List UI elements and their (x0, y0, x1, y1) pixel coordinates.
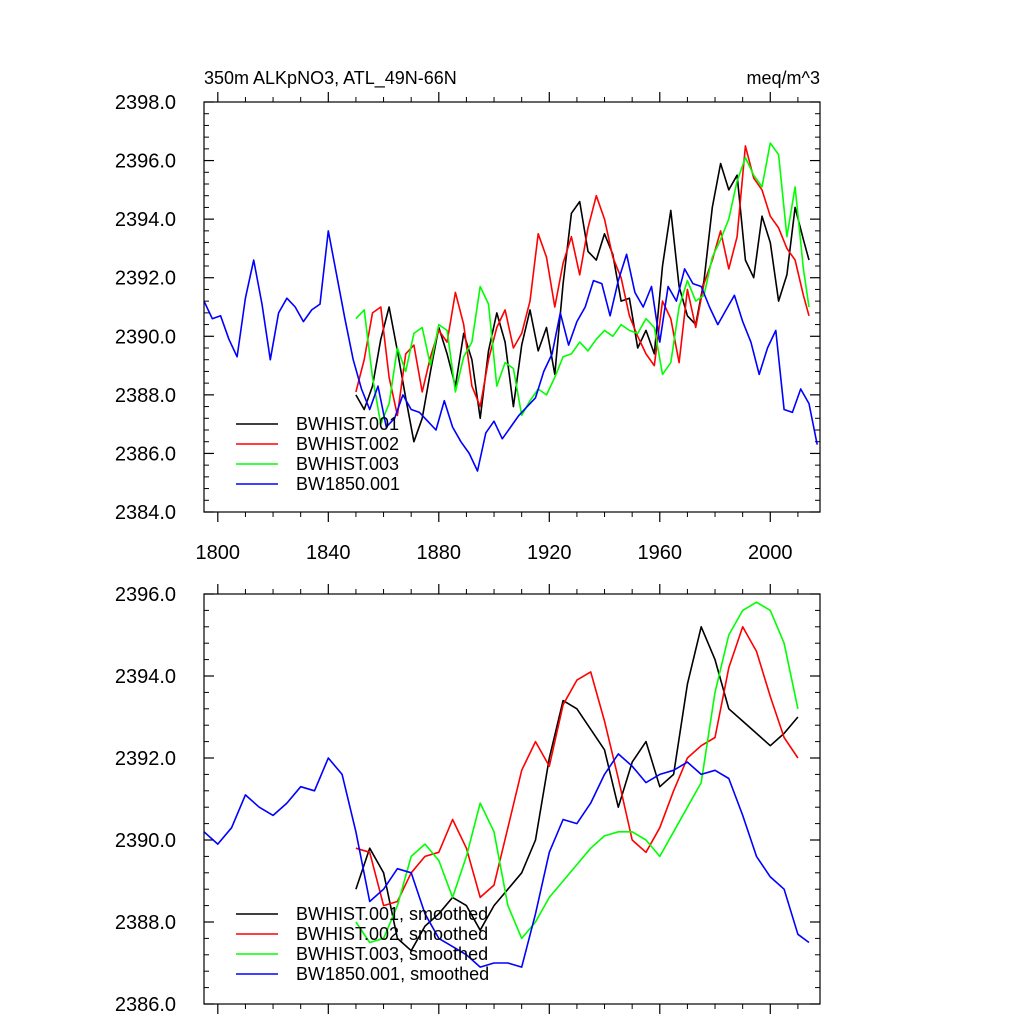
bottom-axes: 2386.0 2388.0 2390.0 2392.0 2394.0 2396.0 (115, 584, 820, 1016)
legend-label: BW1850.001, smoothed (296, 964, 489, 984)
x-tick-label: 1840 (306, 542, 351, 564)
units-label: meq/m^3 (747, 68, 820, 88)
y-tick-label: 2398.0 (115, 92, 176, 114)
legend-label: BWHIST.003 (296, 454, 399, 474)
legend-label: BWHIST.002, smoothed (296, 924, 488, 944)
y-tick-label: 2390.0 (115, 830, 176, 852)
legend-label: BWHIST.001 (296, 414, 399, 434)
x-tick-label: 1880 (417, 542, 462, 564)
y-tick-label: 2394.0 (115, 209, 176, 231)
legend-label: BWHIST.001, smoothed (296, 904, 488, 924)
series-line-bottom-4 (203, 753, 810, 968)
x-tick-label: 1920 (527, 542, 572, 564)
bottom-panel: 2386.0 2388.0 2390.0 2392.0 2394.0 2396.0 BWH… (115, 584, 821, 1016)
top-axes: 2384.0 2386.0 2388.0 2390.0 2392.0 2394.0 2396… (115, 92, 820, 564)
chart-title: 350m ALKpNO3, ATL_49N-66N (204, 68, 457, 89)
y-tick-label: 2386.0 (115, 994, 176, 1016)
y-tick-label: 2388.0 (115, 912, 176, 934)
y-tick-label: 2396.0 (115, 584, 176, 606)
top-panel: 350m ALKpNO3, ATL_49N-66N meq/m^3 2384.0… (115, 68, 821, 564)
legend-label: BWHIST.003, smoothed (296, 944, 488, 964)
y-tick-label: 2392.0 (115, 268, 176, 290)
series-line-top-1 (355, 162, 810, 443)
series-line-top-2 (355, 145, 810, 417)
y-tick-label: 2384.0 (115, 502, 176, 524)
y-tick-label: 2388.0 (115, 385, 176, 407)
bottom-series-group (203, 601, 810, 968)
top-plot-frame (203, 101, 821, 513)
y-tick-label: 2392.0 (115, 748, 176, 770)
legend-label: BWHIST.002 (296, 434, 399, 454)
series-line-bottom-3 (355, 601, 799, 944)
legend-label: BW1850.001 (296, 474, 400, 494)
series-line-top-3 (355, 142, 810, 425)
bottom-plot-frame (203, 593, 821, 1005)
series-line-top-4 (203, 230, 818, 472)
x-tick-label: 2000 (748, 542, 793, 564)
y-tick-label: 2386.0 (115, 443, 176, 465)
top-series-group (203, 142, 818, 472)
y-tick-label: 2390.0 (115, 326, 176, 348)
x-tick-label: 1800 (196, 542, 241, 564)
x-tick-label: 1960 (638, 542, 683, 564)
series-line-bottom-2 (355, 625, 799, 907)
series-line-bottom-1 (355, 625, 799, 952)
y-tick-label: 2394.0 (115, 666, 176, 688)
y-tick-label: 2396.0 (115, 151, 176, 173)
